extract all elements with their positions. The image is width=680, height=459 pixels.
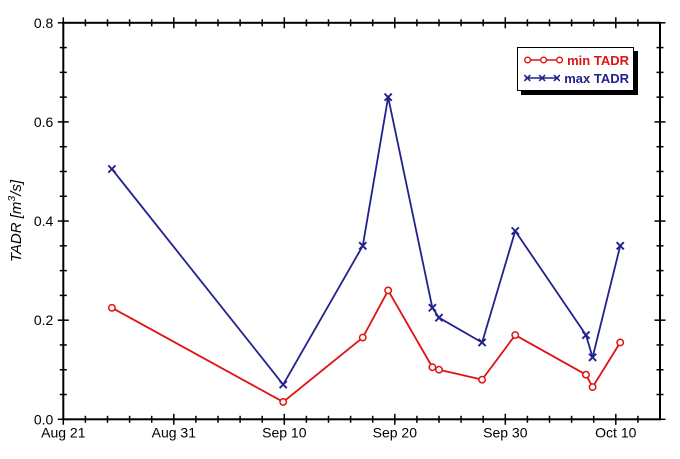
- series-max-tadr: [107, 92, 625, 389]
- svg-text:0.4: 0.4: [34, 213, 54, 229]
- legend-label-min-tadr: min TADR: [567, 52, 629, 68]
- series-min-tadr: [107, 286, 625, 406]
- svg-text:0.6: 0.6: [34, 114, 54, 130]
- legend: min TADR max TADR: [517, 47, 634, 91]
- plot-frame: [62, 21, 662, 421]
- legend-item-min-tadr: min TADR: [524, 52, 629, 68]
- legend-item-max-tadr: max TADR: [524, 70, 629, 86]
- svg-text:Aug 31: Aug 31: [152, 424, 197, 440]
- y-tick-labels: 0.0 0.2 0.4 0.6 0.8: [34, 15, 54, 427]
- x-tick-labels: Aug 21 Aug 31 Sep 10 Sep 20 Sep 30 Oct 10: [41, 424, 637, 440]
- svg-text:Oct 10: Oct 10: [595, 424, 636, 440]
- svg-text:Sep 30: Sep 30: [483, 424, 528, 440]
- svg-text:Sep 10: Sep 10: [262, 424, 307, 440]
- svg-text:Sep 20: Sep 20: [373, 424, 418, 440]
- svg-text:Aug 21: Aug 21: [41, 424, 86, 440]
- svg-text:0.2: 0.2: [34, 312, 54, 328]
- svg-text:0.0: 0.0: [34, 411, 54, 427]
- y-axis-title: TADR [m3/s]: [6, 179, 25, 262]
- legend-label-max-tadr: max TADR: [564, 70, 629, 86]
- svg-text:0.8: 0.8: [34, 15, 54, 31]
- min-tadr-line-sample-icon: [524, 56, 564, 64]
- max-tadr-line-sample-icon: [524, 74, 561, 82]
